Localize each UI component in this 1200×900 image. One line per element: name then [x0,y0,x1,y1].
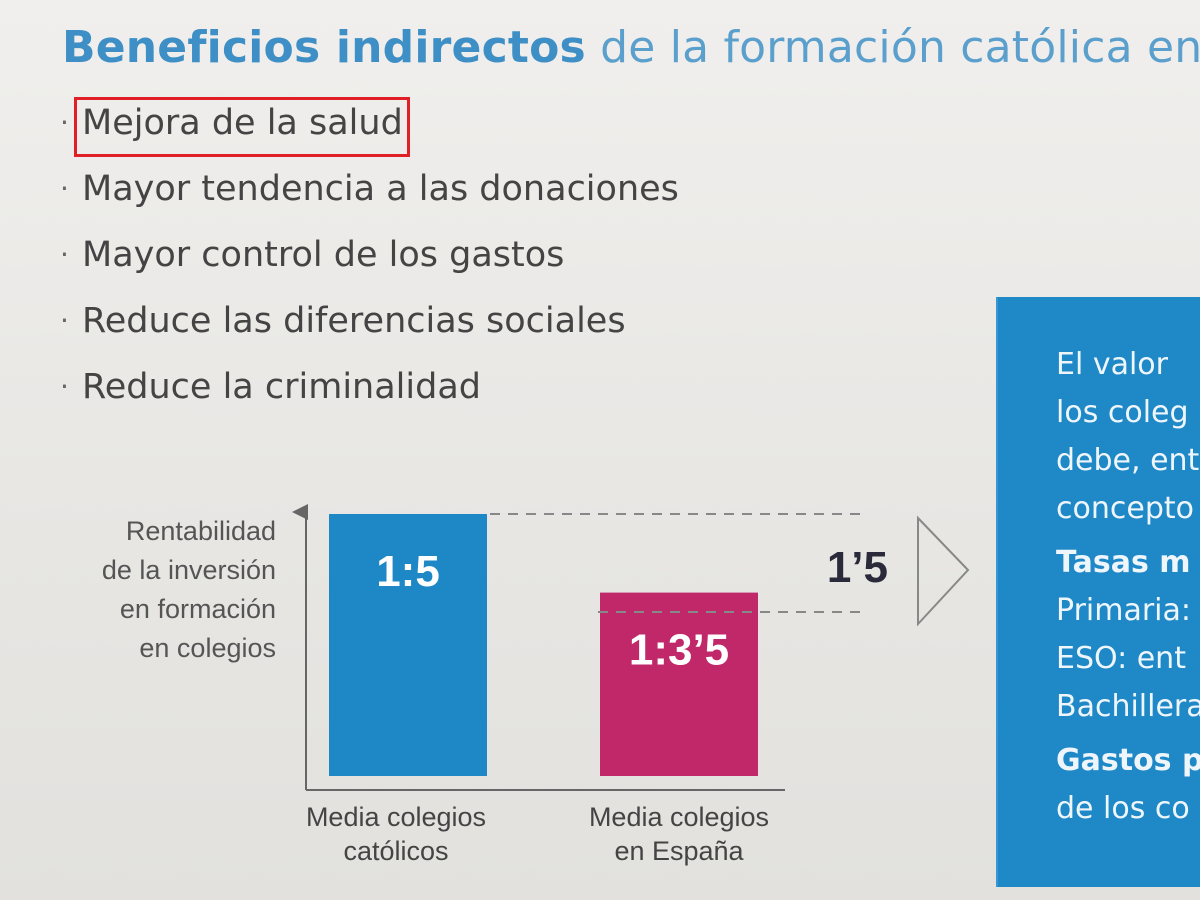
bullet-dot: · [60,106,69,139]
list-item: · Reduce las diferencias sociales [60,296,679,362]
title-bold: Beneficios indirectos [62,22,586,73]
list-item-text: Reduce las diferencias sociales [82,301,626,341]
category-label: Media colegios [306,802,486,832]
panel-line: Bachillera [1056,689,1200,724]
list-item-text: Mejora de la salud [82,103,403,143]
benefits-list: · Mejora de la salud · Mayor tendencia a l… [60,98,679,428]
bullet-dot: · [60,172,69,205]
list-item: · Reduce la criminalidad [60,362,679,428]
info-panel-text: El valor los coleg debe, ent concepto Tasas … [1056,341,1200,833]
list-item-text: Mayor tendencia a las donaciones [82,169,679,209]
category-label: en España [614,836,744,866]
list-item: · Mejora de la salud [60,98,679,164]
highlight-box [74,97,410,157]
panel-line: Primaria: [1056,593,1191,628]
info-panel: El valor los coleg debe, ent concepto Tasas … [998,297,1200,887]
panel-line: Gastos p [1056,743,1200,778]
panel-line: Tasas m [1056,545,1191,580]
bar-value-label: 1:5 [376,547,440,596]
y-axis-label-line: de la inversión [102,555,276,585]
list-item-text: Mayor control de los gastos [82,235,565,275]
list-item-text: Reduce la criminalidad [82,367,482,407]
category-labels: Media colegios católicos Media colegios en … [306,802,769,866]
panel-line: debe, ent [1056,443,1200,478]
panel-line: ESO: ent [1056,641,1186,676]
page-title: Beneficios indirectos de la formación ca… [62,22,1200,73]
title-rest: de la formación católica en c [600,22,1200,73]
bullet-dot: · [60,238,69,271]
panel-line: concepto [1056,491,1194,526]
panel-line: de los co [1056,791,1190,826]
y-axis-label-line: en formación [120,594,276,624]
investment-return-chart: Rentabilidad de la inversión en formación e… [102,504,970,866]
y-axis-label: Rentabilidad de la inversión en formación e… [102,516,276,663]
value-labels: 1:5 1:3’5 [376,547,729,675]
y-axis-label-line: en colegios [139,633,276,663]
panel-line: los coleg [1056,395,1189,430]
list-item: · Mayor control de los gastos [60,230,679,296]
bar-1 [329,514,487,776]
list-item: · Mayor tendencia a las donaciones [60,164,679,230]
bar-2 [600,592,758,776]
bullet-dot: · [60,304,69,337]
bars [329,514,758,776]
difference-label: 1’5 [827,543,888,592]
category-label: Media colegios [589,802,769,832]
category-label: católicos [343,836,448,866]
bullet-dot: · [60,370,69,403]
chevron-right-icon [917,515,970,627]
panel-line: El valor [1056,347,1168,382]
bar-value-label: 1:3’5 [629,626,729,675]
y-axis-label-line: Rentabilidad [126,516,276,546]
